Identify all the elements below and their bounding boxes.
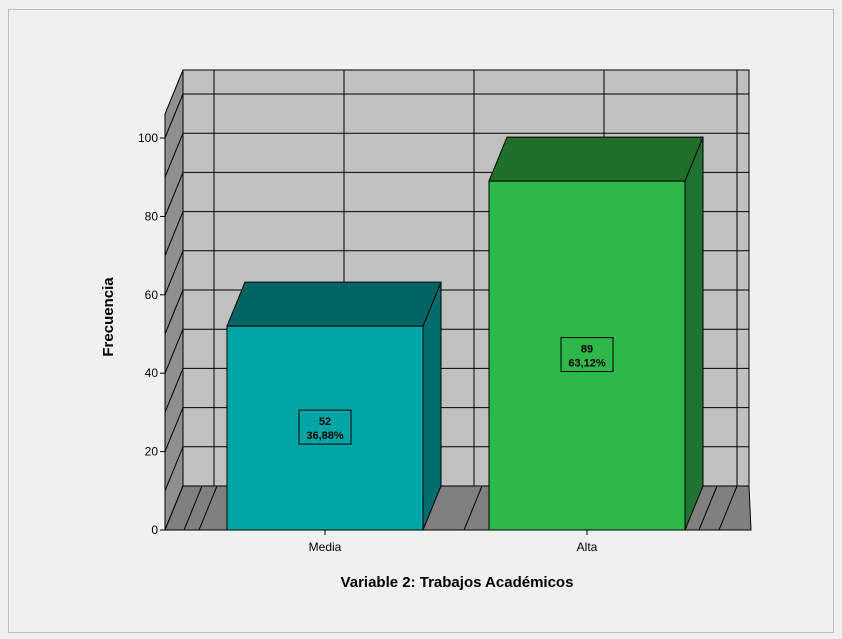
bar-top <box>488 136 704 182</box>
y-tick-label: 0 <box>151 523 158 537</box>
y-tick-label: 20 <box>145 445 159 459</box>
side-gridline <box>164 329 184 374</box>
data-label-box <box>298 409 352 445</box>
side-gridline <box>164 289 184 335</box>
data-label-box <box>560 337 614 373</box>
y-axis-title: Frecuencia <box>100 277 117 357</box>
floor-line <box>698 485 718 531</box>
side-gridline <box>164 93 184 139</box>
data-label-percent: 36,88% <box>306 430 344 442</box>
side-gridline <box>164 368 184 413</box>
floor-line <box>463 485 483 531</box>
side-gridline <box>164 133 184 178</box>
bar-alta: 89 63,12% <box>488 136 704 531</box>
bar-side <box>684 136 704 531</box>
side-gridline <box>164 407 184 452</box>
data-label-count: 89 <box>581 344 593 356</box>
x-axis-title: Variable 2: Trabajos Académicos <box>341 574 574 591</box>
floor-line <box>198 485 218 531</box>
side-gridline <box>164 172 184 217</box>
bar-media: 52 36,88% <box>226 281 442 531</box>
y-tick-label: 60 <box>145 288 159 302</box>
y-tick-label: 100 <box>138 131 158 145</box>
bar-top <box>226 281 442 327</box>
y-tick-label: 80 <box>145 209 159 223</box>
data-label-count: 52 <box>319 416 331 428</box>
data-label-percent: 63,12% <box>568 358 606 370</box>
x-tick-label: Alta <box>577 540 598 554</box>
floor-line <box>183 485 203 531</box>
chart-frame: 52 36,88% 89 63,12% 0 20 40 60 80 100 Media Alta F… <box>8 9 834 633</box>
x-tick-label: Media <box>309 540 342 554</box>
side-gridline <box>164 250 184 295</box>
bar-chart-3d: 52 36,88% 89 63,12% 0 20 40 60 80 100 Media Alta F… <box>100 69 752 591</box>
side-gridline <box>164 446 184 491</box>
side-gridline <box>164 211 184 256</box>
floor-line <box>718 485 738 531</box>
y-tick-label: 40 <box>145 366 159 380</box>
